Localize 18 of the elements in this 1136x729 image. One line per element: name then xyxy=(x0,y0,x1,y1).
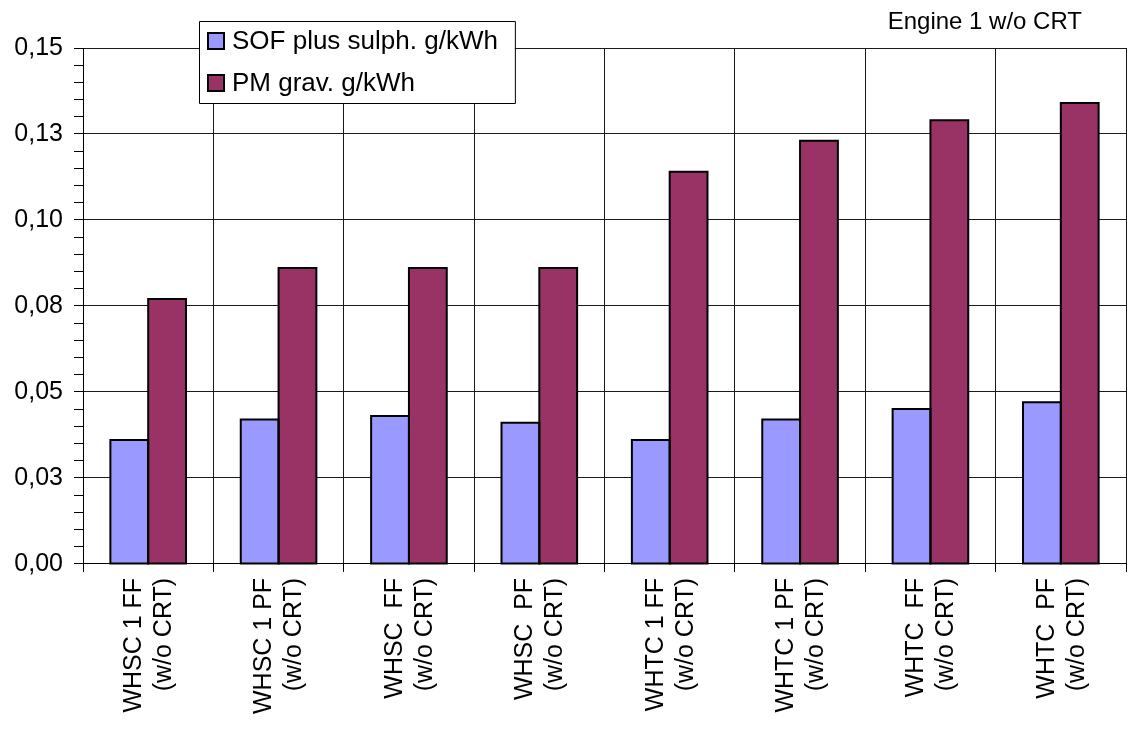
x-tick-label: WHTC FF (w/o CRT) xyxy=(900,577,959,698)
y-tick-label: 0,00 xyxy=(14,547,63,576)
y-tick-label: 0,03 xyxy=(14,461,63,490)
y-tick-label: 0,08 xyxy=(14,289,63,318)
x-tick-label: WHSC 1 PF (w/o CRT) xyxy=(248,577,307,714)
x-tick-label: WHTC 1 FF (w/o CRT) xyxy=(639,577,698,712)
x-tick-label: WHSC FF (w/o CRT) xyxy=(378,577,437,699)
x-tick-label: WHSC 1 FF (w/o CRT) xyxy=(118,577,177,713)
y-tick-label: 0,05 xyxy=(14,375,63,404)
legend-label: SOF plus sulph. g/kWh xyxy=(232,25,498,56)
y-tick-label: 0,10 xyxy=(14,203,63,232)
chart-title: Engine 1 w/o CRT xyxy=(887,6,1083,34)
x-tick-label: WHTC 1 PF (w/o CRT) xyxy=(769,577,828,713)
y-tick-label: 0,13 xyxy=(14,117,63,146)
x-tick-label: WHSC PF (w/o CRT) xyxy=(509,577,568,701)
y-tick-label: 0,15 xyxy=(14,31,63,60)
x-tick-label: WHTC PF (w/o CRT) xyxy=(1030,577,1089,699)
legend-label: PM grav. g/kWh xyxy=(232,67,416,98)
